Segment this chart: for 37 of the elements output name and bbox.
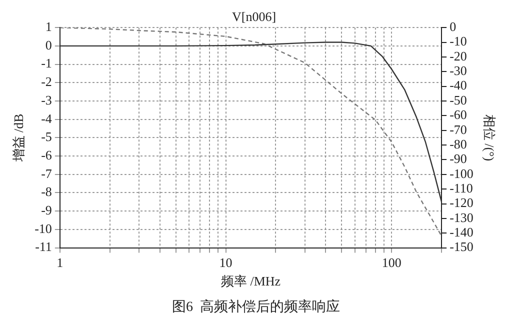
y-tick-label: -7 bbox=[41, 166, 52, 181]
y-tick-label: 1 bbox=[45, 19, 52, 34]
x-axis-title: 频率 /MHz bbox=[220, 274, 281, 289]
y-tick-label: -9 bbox=[41, 202, 52, 218]
y-tick-label: -10 bbox=[34, 220, 52, 236]
x-tick-label: 100 bbox=[382, 255, 402, 270]
y2-tick-label: -10 bbox=[450, 34, 467, 49]
y2-tick-label: -120 bbox=[450, 195, 474, 210]
y-tick-label: -4 bbox=[41, 110, 52, 126]
y2-axis-title: 相位 /(°) bbox=[482, 114, 497, 162]
y2-tick-label: -110 bbox=[450, 180, 473, 196]
y2-tick-label: -30 bbox=[450, 63, 467, 78]
caption: 图6 高频补偿后的频率响应 bbox=[171, 298, 341, 316]
y-tick-label: -11 bbox=[35, 239, 52, 254]
y2-tick-label: -150 bbox=[450, 239, 474, 254]
x-tick-label: 10 bbox=[219, 255, 232, 270]
y2-tick-label: 0 bbox=[450, 19, 456, 34]
y2-tick-label: -140 bbox=[450, 224, 474, 240]
y-tick-label: -5 bbox=[41, 129, 52, 144]
y2-tick-label: -70 bbox=[450, 122, 467, 137]
y-tick-label: -8 bbox=[41, 184, 52, 200]
y-tick-label: 0 bbox=[45, 37, 52, 52]
y2-tick-label: -90 bbox=[450, 151, 467, 166]
y-tick-label: -2 bbox=[41, 74, 52, 90]
y2-tick-label: -20 bbox=[450, 48, 467, 64]
x-tick-label: 1 bbox=[56, 255, 64, 270]
chart-title: V[n006] bbox=[232, 9, 276, 24]
y-tick-label: -3 bbox=[41, 92, 52, 108]
y-axis-title: 增益 /dB bbox=[11, 113, 26, 163]
y2-tick-label: -50 bbox=[450, 92, 467, 108]
y2-tick-label: -40 bbox=[450, 78, 467, 93]
y2-tick-label: -100 bbox=[450, 166, 474, 181]
y2-tick-label: -130 bbox=[450, 210, 474, 225]
y-tick-label: -1 bbox=[41, 56, 52, 71]
y-tick-label: -6 bbox=[41, 147, 52, 162]
y2-tick-label: -80 bbox=[450, 136, 467, 152]
y2-tick-label: -60 bbox=[450, 107, 467, 122]
